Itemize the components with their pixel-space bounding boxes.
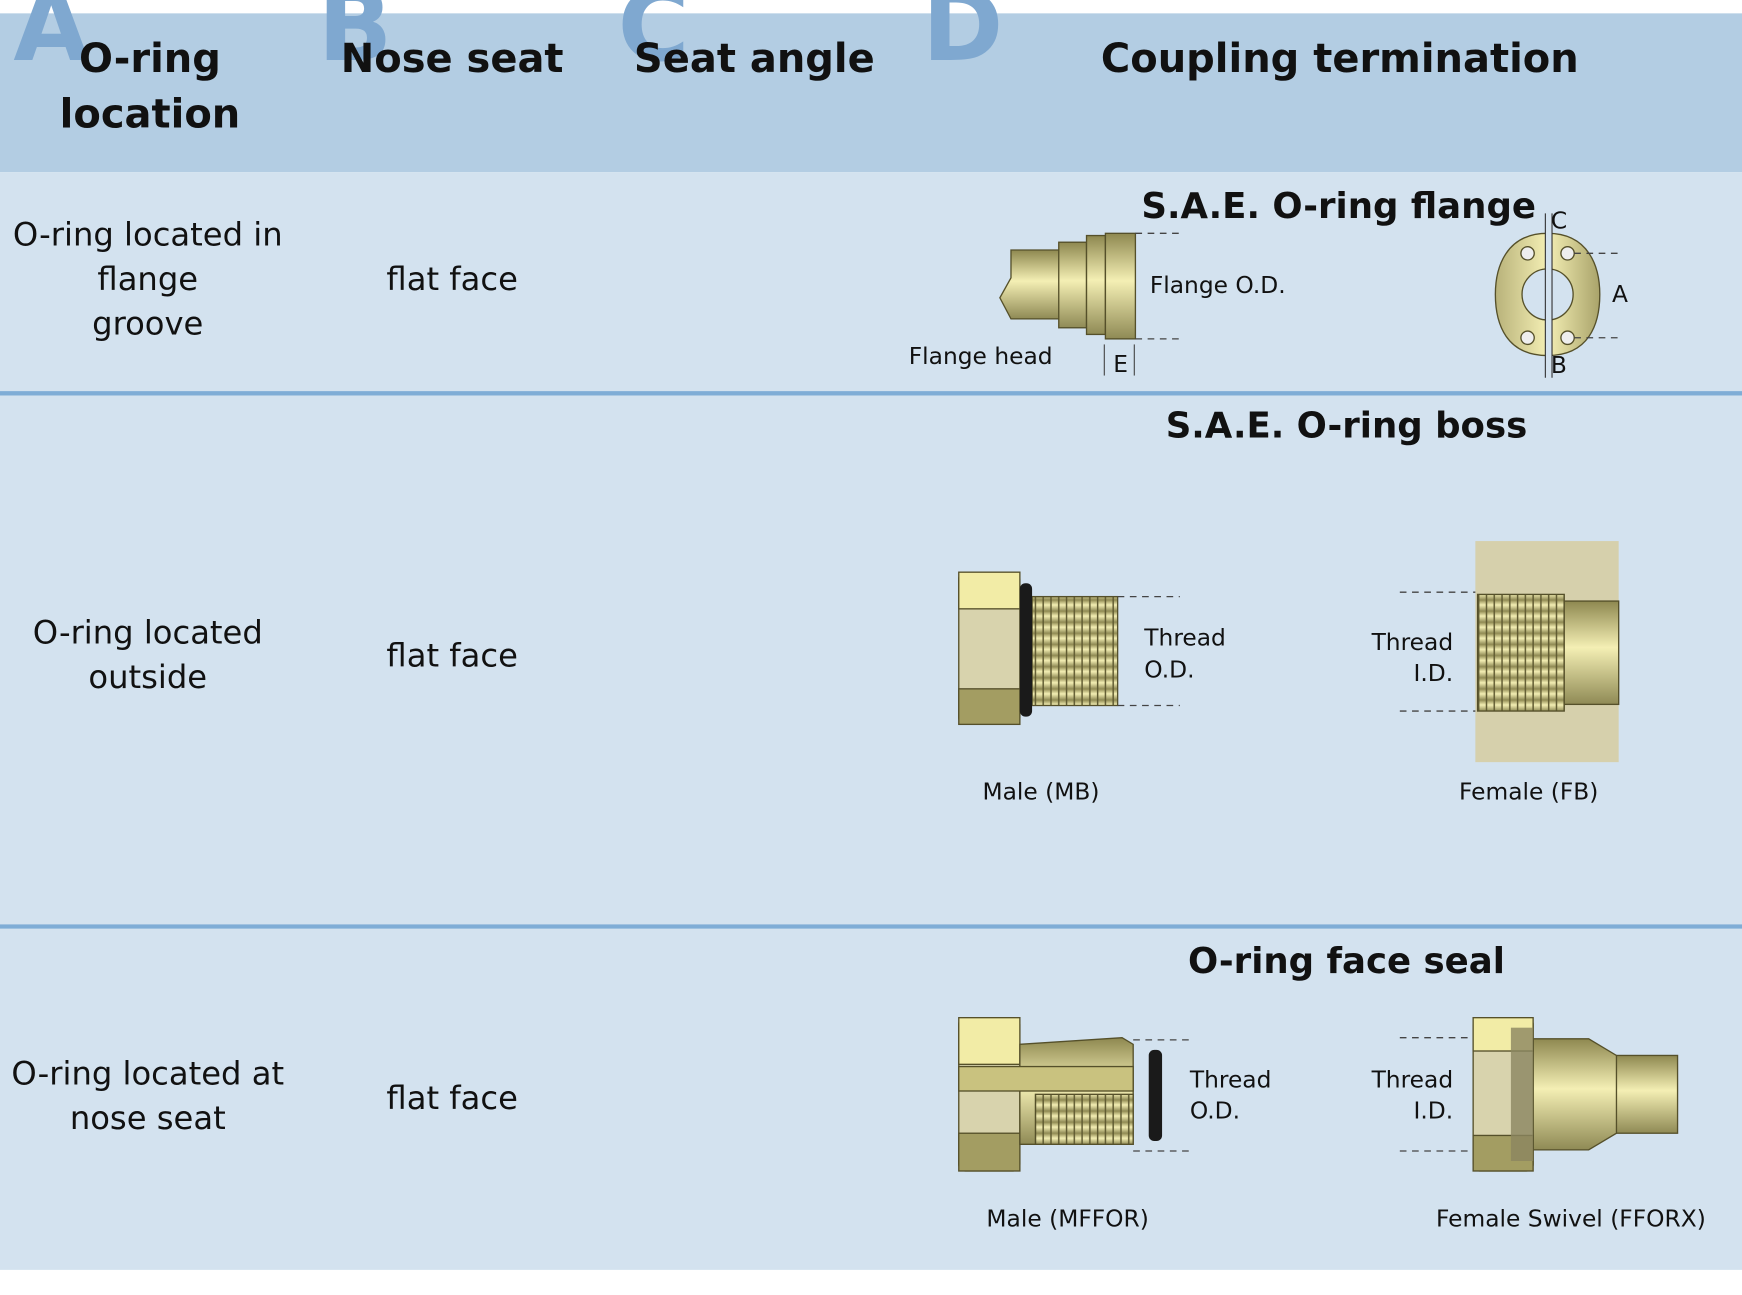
diagram-label: I.D.	[1413, 1097, 1453, 1125]
column-title: Coupling termination	[1101, 36, 1579, 82]
column-letter: A	[13, 0, 89, 84]
flange-head-drawing	[999, 232, 1180, 376]
diagram-label: Flange O.D.	[1150, 271, 1286, 299]
diagram-label: B	[1551, 351, 1567, 379]
column-title: location	[60, 92, 241, 138]
diagram-label: Flange head	[909, 342, 1053, 370]
location: groove	[92, 305, 203, 343]
column-title: O-ring	[79, 36, 221, 82]
section-title: S.A.E. O-ring boss	[1166, 406, 1528, 447]
separator	[0, 924, 1742, 929]
location: O-ring located	[33, 613, 263, 651]
header-band	[0, 13, 1742, 173]
diagram-label: O.D.	[1144, 656, 1194, 684]
flange-clamp-drawing	[1494, 213, 1620, 378]
separator	[0, 391, 1742, 396]
caption: Male (MB)	[982, 778, 1099, 806]
female-boss-drawing	[1399, 541, 1620, 763]
male-face-seal-drawing	[958, 1017, 1189, 1172]
diagram-label: Thread	[1189, 1066, 1272, 1094]
location: O-ring located in	[13, 216, 283, 254]
diagram-label: I.D.	[1413, 659, 1453, 687]
column-title: Nose seat	[341, 36, 564, 82]
diagram-label: Thread	[1143, 623, 1226, 651]
column-letter: B	[318, 0, 393, 84]
diagram-label: Thread	[1371, 628, 1454, 656]
location: flange	[97, 260, 198, 298]
column-letter: D	[922, 0, 1003, 84]
row-band	[0, 928, 1742, 1270]
location: O-ring located at	[11, 1054, 284, 1092]
row-band	[0, 172, 1742, 392]
diagram-label: O.D.	[1190, 1097, 1240, 1125]
nose-seat: flat face	[386, 1079, 517, 1117]
section-title: S.A.E. O-ring flange	[1141, 186, 1536, 227]
diagram-label: C	[1551, 207, 1567, 235]
location: outside	[88, 658, 207, 696]
nose-seat: flat face	[386, 260, 517, 298]
nose-seat: flat face	[386, 637, 517, 675]
female-swivel-drawing	[1399, 1017, 1679, 1172]
location: nose seat	[70, 1099, 226, 1137]
column-title: Seat angle	[634, 36, 875, 82]
diagram-label: E	[1113, 350, 1128, 378]
caption: Female Swivel (FFORX)	[1436, 1204, 1706, 1232]
male-boss-drawing	[958, 571, 1180, 726]
column-letter: C	[618, 0, 690, 84]
caption: Male (MFFOR)	[986, 1204, 1148, 1232]
diagram-label: Thread	[1371, 1066, 1454, 1094]
section-title: O-ring face seal	[1188, 941, 1505, 982]
diagram-label: A	[1612, 280, 1628, 308]
caption: Female (FB)	[1459, 778, 1598, 806]
row-band	[0, 395, 1742, 925]
